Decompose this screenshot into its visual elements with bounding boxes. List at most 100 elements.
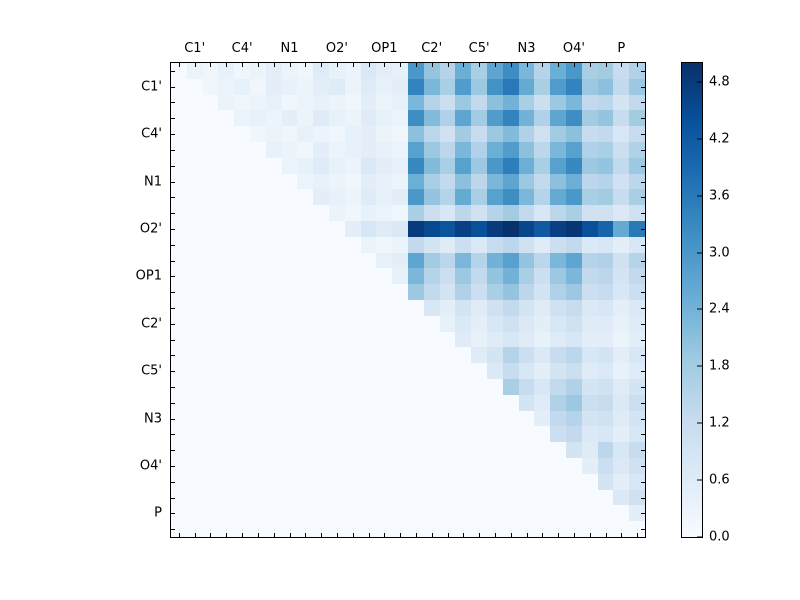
heatmap-cell xyxy=(297,473,314,490)
bottom-axis-tick xyxy=(494,533,496,537)
heatmap-cell xyxy=(455,221,472,237)
heatmap-cell xyxy=(487,94,503,111)
heatmap-cell xyxy=(502,284,519,300)
heatmap-cell xyxy=(566,442,582,458)
heatmap-cell xyxy=(613,473,630,490)
heatmap-cell xyxy=(518,78,535,95)
heatmap-cell xyxy=(186,379,203,395)
heatmap-cell xyxy=(502,110,519,127)
heatmap-cell xyxy=(566,426,582,443)
heatmap-cell xyxy=(218,521,235,537)
heatmap-cell xyxy=(392,363,408,379)
heatmap-cell xyxy=(534,252,551,269)
heatmap-cell xyxy=(423,268,440,285)
heatmap-cell xyxy=(471,221,487,237)
heatmap-cell xyxy=(265,521,282,537)
heatmap-cell xyxy=(534,331,551,348)
bottom-axis-tick xyxy=(336,533,338,537)
heatmap-cell xyxy=(581,426,598,443)
heatmap-cell xyxy=(392,284,408,300)
heatmap-cell xyxy=(455,268,472,285)
y-axis-tick-label: N1 xyxy=(144,174,162,189)
heatmap-cell xyxy=(581,110,598,127)
heatmap-cell xyxy=(329,205,345,221)
heatmap-cell xyxy=(344,442,361,458)
heatmap-cell xyxy=(408,189,424,206)
heatmap-cell xyxy=(202,205,219,221)
heatmap-cell xyxy=(202,363,219,379)
heatmap-cell xyxy=(376,394,393,411)
heatmap-cell xyxy=(344,410,361,427)
heatmap-cell xyxy=(329,458,345,474)
heatmap-cell xyxy=(629,189,645,206)
heatmap-cell xyxy=(613,268,630,285)
heatmap-cell xyxy=(597,300,614,316)
heatmap-cell xyxy=(344,426,361,443)
heatmap-cell xyxy=(186,331,203,348)
heatmap-cell xyxy=(265,363,282,379)
heatmap-cell xyxy=(518,410,535,427)
heatmap-cell xyxy=(487,142,503,158)
heatmap-cell xyxy=(439,157,456,174)
heatmap-cell xyxy=(502,300,519,316)
heatmap-cell xyxy=(502,363,519,379)
heatmap-cell xyxy=(313,521,329,537)
heatmap-cell xyxy=(502,331,519,348)
heatmap-cell xyxy=(566,379,582,395)
heatmap-cell xyxy=(250,458,266,474)
heatmap-cell xyxy=(487,394,503,411)
heatmap-cell xyxy=(408,110,424,127)
heatmap-cell xyxy=(581,489,598,506)
heatmap-cell xyxy=(344,268,361,285)
heatmap-cell xyxy=(392,331,408,348)
heatmap-cell xyxy=(550,300,566,316)
left-axis-tick xyxy=(171,434,175,436)
bottom-axis-tick xyxy=(226,533,228,537)
heatmap-cell xyxy=(566,157,582,174)
x-axis-tick-label: C5' xyxy=(468,41,490,56)
heatmap-cell xyxy=(629,379,645,395)
heatmap-cell xyxy=(534,379,551,395)
heatmap-cell xyxy=(471,284,487,300)
heatmap-cell xyxy=(186,78,203,95)
bottom-axis-tick xyxy=(178,533,180,537)
heatmap-cell xyxy=(171,252,187,269)
heatmap-cell xyxy=(423,363,440,379)
heatmap-cell xyxy=(408,410,424,427)
heatmap-cell xyxy=(344,205,361,221)
heatmap-cell xyxy=(534,347,551,364)
heatmap-cell xyxy=(613,110,630,127)
bottom-axis-tick xyxy=(321,533,323,537)
heatmap-cell xyxy=(518,315,535,332)
heatmap-cell xyxy=(265,142,282,158)
heatmap-cell xyxy=(566,142,582,158)
left-axis-tick xyxy=(171,149,175,151)
heatmap-cell xyxy=(471,63,487,79)
heatmap-cell xyxy=(171,363,187,379)
x-axis-tick-label: N3 xyxy=(517,41,536,56)
heatmap-cell xyxy=(297,489,314,506)
heatmap-cell xyxy=(313,347,329,364)
heatmap-cell xyxy=(408,157,424,174)
heatmap-cell xyxy=(313,63,329,79)
left-axis-tick xyxy=(171,497,175,499)
heatmap-cell xyxy=(550,252,566,269)
heatmap-cell xyxy=(360,394,377,411)
heatmap-cell xyxy=(360,78,377,95)
heatmap-cell xyxy=(265,126,282,142)
right-axis-tick xyxy=(641,276,645,278)
heatmap-cell xyxy=(297,63,314,79)
heatmap-cell xyxy=(518,284,535,300)
top-axis-tick xyxy=(242,63,244,67)
heatmap-cell xyxy=(218,252,235,269)
heatmap-cell xyxy=(171,189,187,206)
heatmap-cell xyxy=(502,315,519,332)
heatmap-cell xyxy=(186,157,203,174)
heatmap-cell xyxy=(171,394,187,411)
heatmap-cell xyxy=(360,94,377,111)
heatmap-cell xyxy=(171,205,187,221)
heatmap-cell xyxy=(550,189,566,206)
heatmap-cell xyxy=(471,205,487,221)
heatmap-cell xyxy=(534,410,551,427)
heatmap-cell xyxy=(581,221,598,237)
